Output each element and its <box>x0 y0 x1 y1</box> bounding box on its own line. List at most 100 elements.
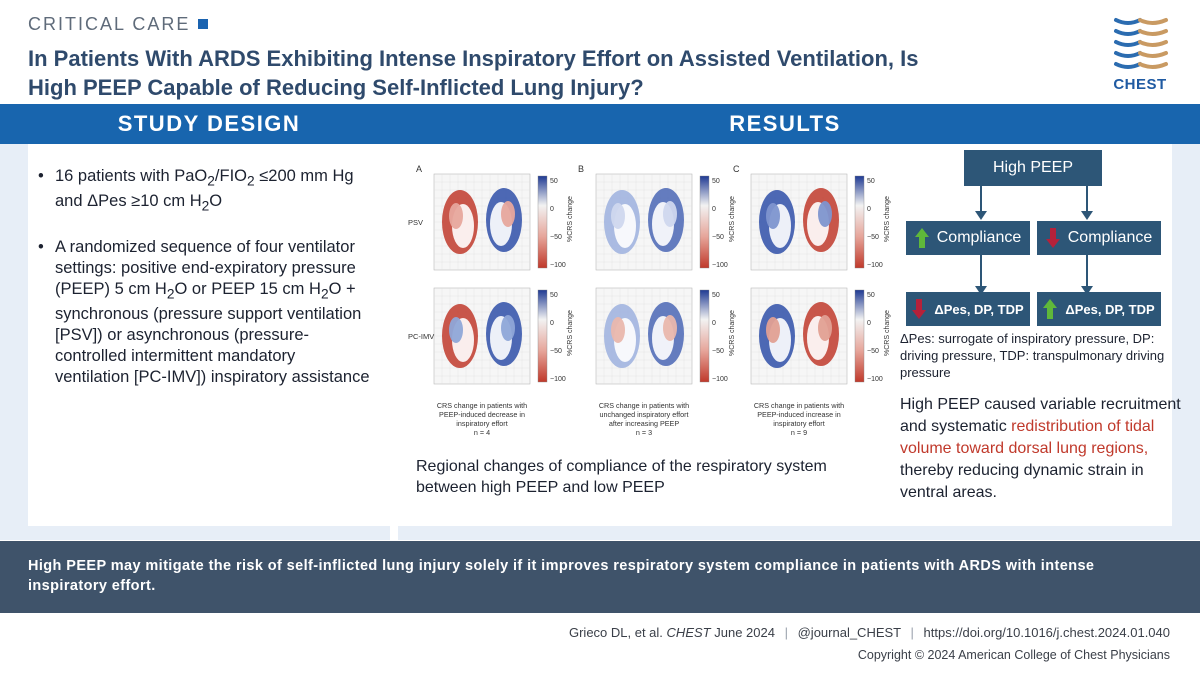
abbreviation-legend: ΔPes: surrogate of inspiratory pressure,… <box>900 331 1165 380</box>
copyright: Copyright © 2024 American College of Che… <box>857 648 1170 662</box>
list-item: • A randomized sequence of four ventilat… <box>38 237 370 386</box>
compliance-down-box: Compliance <box>1037 221 1161 255</box>
arrow-down-icon <box>975 186 987 220</box>
conclusion-band <box>0 541 1200 613</box>
panel-caption: inspiratory effort <box>773 419 824 428</box>
lung-region <box>663 201 677 227</box>
colorbar-tick: 0 <box>550 320 554 327</box>
lung-region <box>818 201 832 227</box>
colorbar <box>537 289 548 383</box>
results-heading: RESULTS <box>398 106 1172 142</box>
panel-label: A <box>416 164 422 174</box>
colorbar-label: %CRS change <box>567 310 574 356</box>
compliance-up-box: Compliance <box>906 221 1030 255</box>
lung-region <box>663 315 677 341</box>
panel-caption: inspiratory effort <box>456 419 507 428</box>
colorbar-label: %CRS change <box>884 310 891 356</box>
colorbar-tick: −50 <box>867 348 879 355</box>
colorbar-tick: 0 <box>867 206 871 213</box>
colorbar-tick: −100 <box>550 262 566 269</box>
twitter-handle: @journal_CHEST <box>797 625 901 640</box>
colorbar <box>699 175 710 269</box>
colorbar <box>537 175 548 269</box>
colorbar-tick: 50 <box>867 292 875 299</box>
panel-caption: n = 3 <box>636 428 652 437</box>
lung-region <box>611 317 625 343</box>
colorbar-tick: 0 <box>550 206 554 213</box>
study-design-heading: STUDY DESIGN <box>28 106 390 142</box>
colorbar-tick: 0 <box>712 320 716 327</box>
colorbar-tick: −100 <box>867 262 883 269</box>
arrow-down-icon <box>975 255 987 295</box>
up-arrow-icon <box>914 228 929 248</box>
panel-caption: CRS change in patients with <box>754 401 844 410</box>
panel-label: B <box>578 164 584 174</box>
lung-region <box>611 203 625 229</box>
lung-region <box>766 203 780 229</box>
panel-label: C <box>733 164 740 174</box>
colorbar <box>854 289 865 383</box>
colorbar-tick: −50 <box>550 348 562 355</box>
colorbar-tick: −100 <box>867 376 883 383</box>
pressure-down-box: ΔPes, DP, TDP <box>906 292 1030 326</box>
lung-region <box>449 317 463 343</box>
colorbar-label: %CRS change <box>729 196 736 242</box>
down-arrow-icon <box>912 299 927 319</box>
colorbar-tick: −50 <box>712 348 724 355</box>
chest-logo-text: CHEST <box>1113 76 1167 93</box>
colorbar-tick: 0 <box>867 320 871 327</box>
lung-region <box>766 317 780 343</box>
arrow-down-icon <box>1081 255 1093 295</box>
pressure-up-box: ΔPes, DP, TDP <box>1037 292 1161 326</box>
results-summary: High PEEP caused variable recruitment an… <box>900 396 1181 501</box>
panel-caption: PEEP-induced decrease in <box>439 410 525 419</box>
colorbar-label: %CRS change <box>567 196 574 242</box>
lung-region <box>501 201 515 227</box>
section-kicker: CRITICAL CARE <box>28 14 209 35</box>
lung-region <box>449 203 463 229</box>
colorbar <box>699 289 710 383</box>
colorbar-tick: 50 <box>550 292 558 299</box>
row-label: PC-IMV <box>408 332 434 341</box>
panel-caption: PEEP-induced increase in <box>757 410 841 419</box>
panel-caption: unchanged inspiratory effort <box>600 410 689 419</box>
kicker-square-icon <box>198 19 209 29</box>
colorbar-tick: −100 <box>550 376 566 383</box>
lung-region <box>818 315 832 341</box>
panel-caption: after increasing PEEP <box>609 419 680 428</box>
panel-caption: CRS change in patients with <box>599 401 689 410</box>
row-label: PSV <box>408 218 423 227</box>
down-arrow-icon <box>1045 228 1060 248</box>
list-item: • 16 patients with PaO2/FIO2 ≤200 mm Hg … <box>38 167 354 214</box>
doi-link[interactable]: https://doi.org/10.1016/j.chest.2024.01.… <box>923 625 1170 640</box>
colorbar-tick: 50 <box>550 178 558 185</box>
colorbar-tick: −50 <box>550 234 562 241</box>
colorbar-tick: −100 <box>712 262 728 269</box>
page-title: In Patients With ARDS Exhibiting Intense… <box>28 46 919 100</box>
study-design-card <box>28 144 390 526</box>
arrow-down-icon <box>1081 186 1093 220</box>
up-arrow-icon <box>1043 299 1058 319</box>
chest-logo-icon <box>1114 18 1168 69</box>
lung-region <box>501 315 515 341</box>
panel-caption: n = 4 <box>474 428 490 437</box>
high-peep-box: High PEEP <box>964 150 1102 186</box>
colorbar-label: %CRS change <box>729 310 736 356</box>
colorbar <box>854 175 865 269</box>
colorbar-tick: −50 <box>867 234 879 241</box>
figure-caption: Regional changes of compliance of the re… <box>416 458 827 496</box>
colorbar-tick: −100 <box>712 376 728 383</box>
eit-compliance-figure: A 50 0 −50 −100 %CRS change PSV 50 0 −50 −100 %CRS … <box>408 164 891 437</box>
colorbar-tick: −50 <box>712 234 724 241</box>
flow-diagram: High PEEP Compliance Compliance ΔPes, DP… <box>896 146 1186 356</box>
highlight-text: redistribution of tidal volume toward do… <box>900 418 1155 457</box>
citation: Grieco DL, et al. CHEST June 2024 | @jou… <box>568 625 1170 640</box>
colorbar-label: %CRS change <box>884 196 891 242</box>
panel-caption: n = 9 <box>791 428 807 437</box>
colorbar-tick: 0 <box>712 206 716 213</box>
colorbar-tick: 50 <box>867 178 875 185</box>
conclusion-text: High PEEP may mitigate the risk of self-… <box>28 558 1095 594</box>
colorbar-tick: 50 <box>712 292 720 299</box>
colorbar-tick: 50 <box>712 178 720 185</box>
panel-caption: CRS change in patients with <box>437 401 527 410</box>
